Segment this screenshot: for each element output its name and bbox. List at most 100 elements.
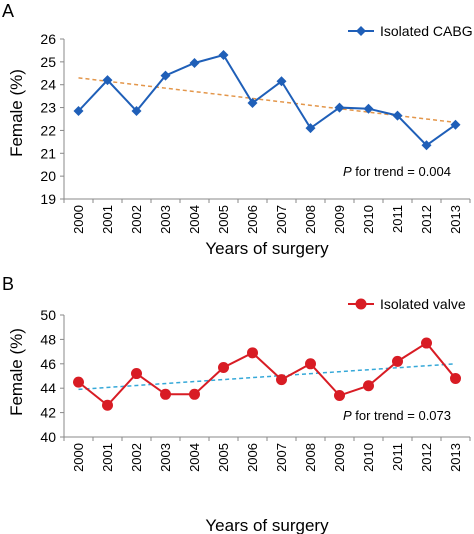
x-tick-label-b: 2010 <box>361 443 376 472</box>
data-point-a <box>131 106 142 116</box>
y-axis-title-b: Female (%) <box>7 328 26 416</box>
data-point-b <box>131 368 142 380</box>
x-tick-label-a: 2009 <box>332 205 347 234</box>
data-point-a <box>305 123 316 134</box>
data-point-b <box>247 347 258 359</box>
data-point-b <box>102 399 113 411</box>
x-tick-label-a: 2002 <box>129 205 144 234</box>
data-point-a <box>450 119 461 130</box>
panel-letter-a: A <box>2 1 14 21</box>
series-a <box>73 50 461 151</box>
trend-value-b: for trend = 0.073 <box>352 408 451 423</box>
trend-annotation-a: P for trend = 0.004 <box>343 164 451 179</box>
trend-p-a: P <box>343 164 352 179</box>
x-tick-label-b: 2008 <box>303 443 318 472</box>
x-tick-label-b: 2007 <box>274 443 289 472</box>
x-tick-label-a: 2007 <box>274 205 289 234</box>
x-tick-label-b: 2000 <box>71 443 86 472</box>
x-ticks-a: 2000 2001 2002 2003 2004 2005 2006 2007 2008 2009… <box>63 199 471 234</box>
x-tick-label-b: 2011 <box>390 443 405 471</box>
series-line-b <box>77 341 457 407</box>
x-tick-label-b: 2003 <box>158 443 173 472</box>
x-tick-label-b: 2004 <box>187 443 202 472</box>
x-tick-label-a: 2012 <box>419 205 434 234</box>
x-tick-label-a: 2005 <box>216 205 231 234</box>
x-tick-label-b: 2013 <box>448 443 463 472</box>
series-b <box>73 337 461 411</box>
y-tick-label-a: 20 <box>40 168 56 184</box>
panel-letter-b: B <box>2 274 14 294</box>
data-point-a <box>102 75 113 86</box>
y-tick-label-a: 21 <box>40 145 56 161</box>
legend-label-a: Isolated CABG <box>380 23 473 39</box>
x-tick-label-b: 2009 <box>332 443 347 472</box>
x-tick-label-a: 2008 <box>303 205 318 234</box>
y-tick-label-b: 48 <box>40 331 56 347</box>
data-point-b <box>421 337 432 349</box>
legend-marker-a <box>356 26 366 36</box>
x-tick-label-a: 2000 <box>71 205 86 234</box>
y-ticks-a: 19 20 21 22 23 24 25 26 <box>40 31 64 207</box>
data-point-b <box>392 355 403 367</box>
y-tick-label-a: 25 <box>40 54 56 70</box>
data-point-b <box>189 388 200 400</box>
x-tick-label-a: 2011 <box>390 205 405 233</box>
data-point-a <box>334 102 345 113</box>
data-point-a <box>392 110 403 121</box>
y-tick-label-a: 24 <box>40 77 56 93</box>
x-tick-label-b: 2006 <box>245 443 260 472</box>
x-tick-label-b: 2002 <box>129 443 144 472</box>
y-tick-label-b: 50 <box>40 307 56 323</box>
data-point-b <box>73 376 84 388</box>
data-point-a <box>73 106 84 116</box>
x-tick-label-a: 2001 <box>100 205 115 234</box>
x-tick-label-b: 2005 <box>216 443 231 472</box>
x-tick-label-b: 2001 <box>100 443 115 472</box>
data-point-b <box>305 358 316 370</box>
x-axis-title-a: Years of surgery <box>205 239 329 258</box>
y-tick-label-b: 44 <box>40 380 56 396</box>
y-tick-label-a: 23 <box>40 100 56 116</box>
x-tick-label-a: 2006 <box>245 205 260 234</box>
legend-label-b: Isolated valve <box>380 296 466 312</box>
x-tick-label-a: 2003 <box>158 205 173 234</box>
trend-value-a: for trend = 0.004 <box>352 164 451 179</box>
data-point-b <box>160 388 171 400</box>
data-point-b <box>450 372 461 384</box>
y-axis-title-a: Female (%) <box>7 69 26 157</box>
x-axis-title-b: Years of surgery <box>205 516 329 534</box>
legend-b: Isolated valve <box>348 296 466 312</box>
x-tick-label-b: 2012 <box>419 443 434 472</box>
legend-a: Isolated CABG <box>348 23 473 39</box>
y-tick-label-b: 42 <box>40 405 56 421</box>
data-point-a <box>218 50 229 60</box>
data-point-a <box>363 103 374 114</box>
y-tick-label-b: 40 <box>40 429 56 445</box>
y-ticks-b: 40 42 44 46 48 50 <box>40 307 64 445</box>
data-point-b <box>218 361 229 373</box>
data-point-a <box>276 76 287 87</box>
legend-marker-b <box>355 298 367 310</box>
x-tick-label-a: 2004 <box>187 205 202 234</box>
trend-annotation-b: P for trend = 0.073 <box>343 408 451 423</box>
data-point-b <box>334 390 345 402</box>
x-ticks-b: 2000 2001 2002 2003 2004 2005 2006 2007 2008 2009… <box>63 437 471 472</box>
data-point-a <box>247 98 258 108</box>
panel-a: A Female (%) Years of surgery 19 20 21 22 23… <box>2 1 473 258</box>
trend-p-b: P <box>343 408 352 423</box>
data-point-a <box>421 140 432 151</box>
axes-a <box>63 39 470 200</box>
axes-b <box>63 315 470 438</box>
x-tick-label-a: 2013 <box>448 205 463 234</box>
data-point-a <box>160 70 171 81</box>
y-tick-label-a: 26 <box>40 31 56 47</box>
series-line-a <box>77 53 457 147</box>
y-tick-label-a: 22 <box>40 122 56 138</box>
y-tick-label-a: 19 <box>40 191 56 207</box>
data-point-b <box>363 380 374 392</box>
data-point-b <box>276 374 287 386</box>
y-tick-label-b: 46 <box>40 356 56 372</box>
panel-b: B Female (%) Years of surgery 40 42 44 46 48… <box>2 274 471 534</box>
data-point-a <box>189 58 200 68</box>
